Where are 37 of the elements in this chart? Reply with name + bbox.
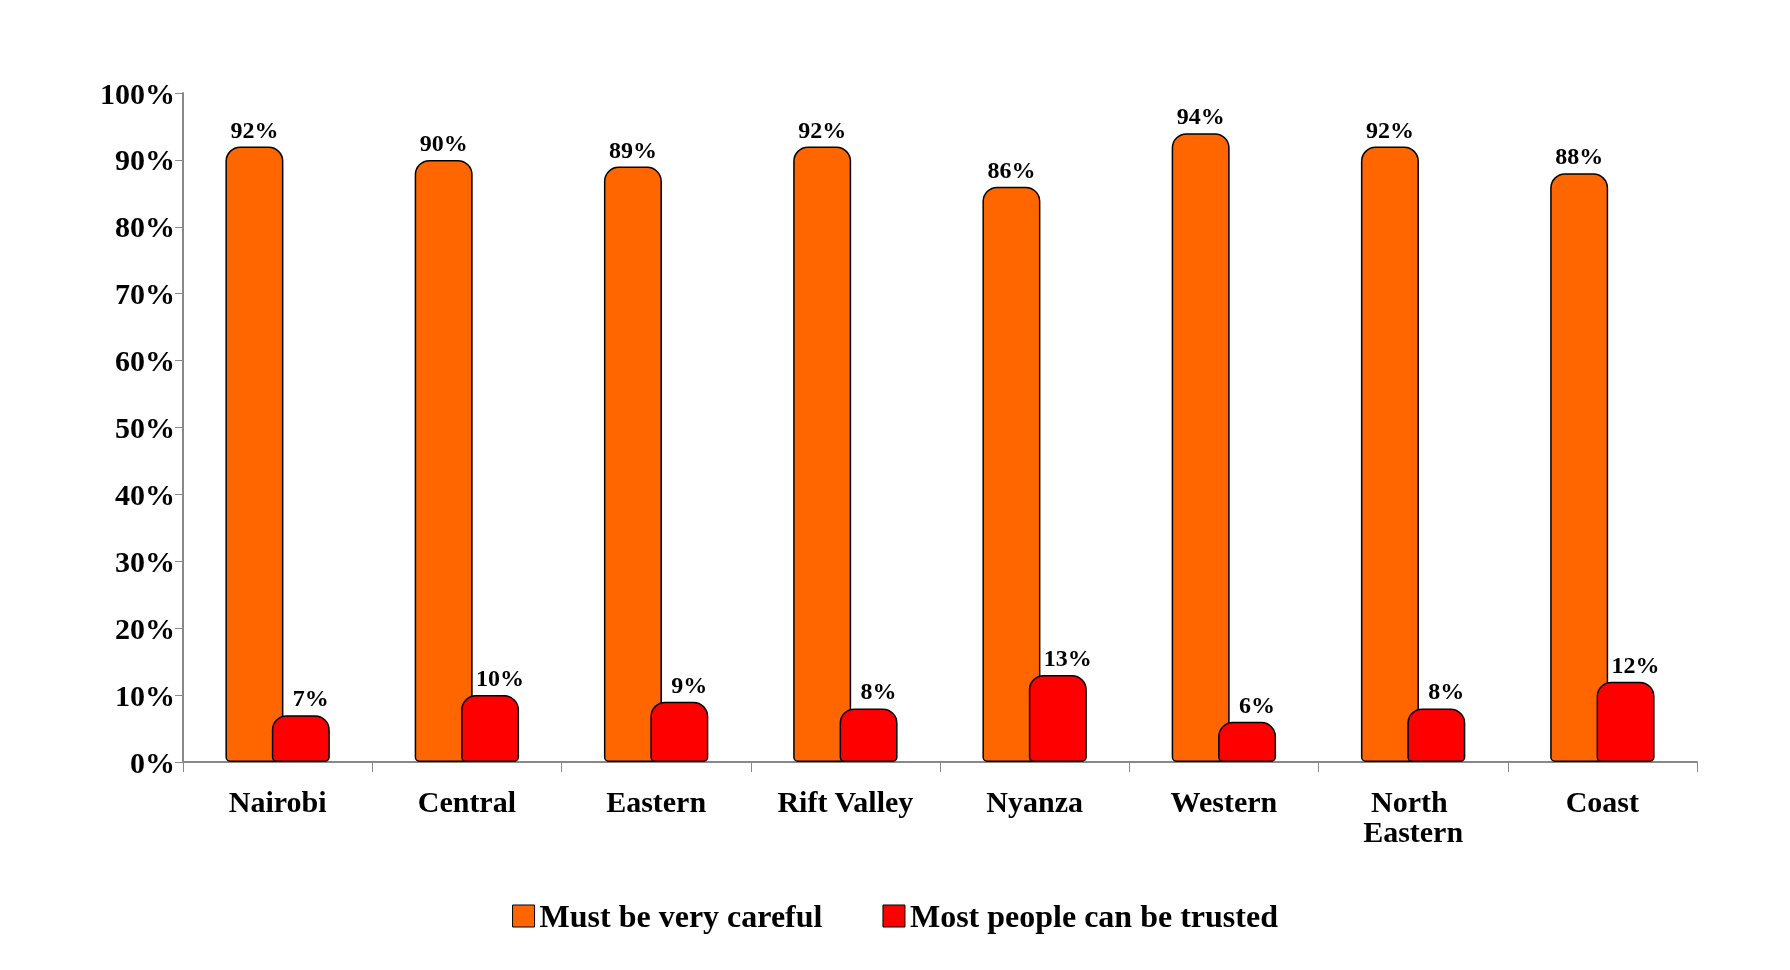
x-tick-label: North Eastern <box>1363 784 1464 848</box>
x-tick-label: Nairobi <box>228 784 327 818</box>
data-label: 92% <box>230 116 279 143</box>
data-label: 9% <box>671 671 708 698</box>
y-tick-label: 0% <box>130 745 175 779</box>
legend-label: Must be very careful <box>539 898 823 934</box>
y-tick-label: 30% <box>115 544 175 578</box>
y-tick-label: 50% <box>115 411 175 444</box>
y-tick-label: 70% <box>115 277 175 311</box>
data-label: 92% <box>798 116 847 143</box>
x-tick-label: Central <box>417 784 517 818</box>
y-tick-label: 40% <box>115 477 175 511</box>
y-tick-label: 90% <box>115 143 175 177</box>
x-tick-label: Nyanza <box>986 784 1083 818</box>
y-tick-label: 100% <box>100 76 175 110</box>
y-tick-label: 10% <box>115 678 175 712</box>
data-label: 89% <box>608 136 657 163</box>
data-label: 92% <box>1365 116 1414 143</box>
y-tick-label: 20% <box>115 611 175 645</box>
x-tick-label: Rift Valley <box>777 784 914 818</box>
data-label: 86% <box>987 156 1036 183</box>
legend-label: Most people can be trusted <box>909 898 1279 934</box>
data-label: 7% <box>292 685 329 712</box>
data-label: 8% <box>860 678 897 705</box>
data-label: 94% <box>1176 103 1225 130</box>
y-tick-label: 80% <box>115 210 175 244</box>
data-label: 13% <box>1043 645 1092 672</box>
data-label: 6% <box>1239 691 1276 718</box>
data-label: 88% <box>1555 143 1604 170</box>
data-label: 90% <box>419 129 468 156</box>
y-tick-label: 60% <box>115 344 175 378</box>
x-tick-label: Eastern <box>606 784 707 818</box>
data-label: 10% <box>476 665 525 692</box>
data-label: 8% <box>1428 678 1465 705</box>
x-tick-label: Coast <box>1565 784 1640 818</box>
data-label: 12% <box>1611 651 1660 678</box>
x-tick-label: Western <box>1170 784 1278 818</box>
